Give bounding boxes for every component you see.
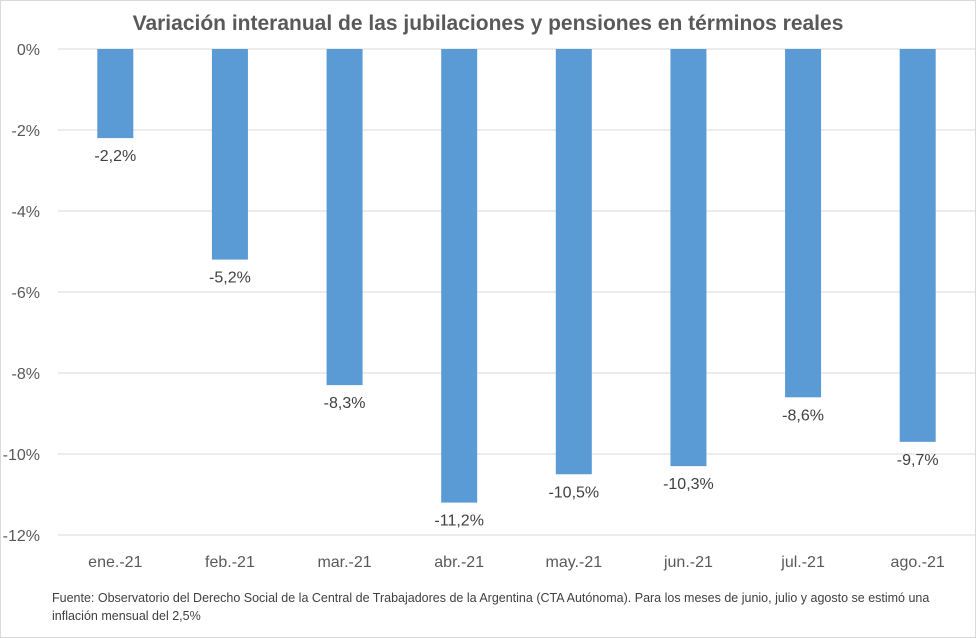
source-footnote: Fuente: Observatorio del Derecho Social …	[52, 591, 930, 623]
x-axis-ticks: ene.-21 feb.-21 mar.-21 abr.-21 may.-21 jun.-…	[88, 554, 945, 571]
bar	[97, 49, 134, 139]
bar	[211, 49, 248, 260]
data-label: -9,7%	[897, 452, 939, 469]
data-label: -8,3%	[324, 395, 366, 412]
data-label: -8,6%	[782, 407, 824, 424]
y-tick-label: -6%	[12, 285, 40, 302]
y-tick-label: -10%	[3, 447, 40, 464]
x-tick-label: abr.-21	[434, 554, 484, 571]
bar	[326, 49, 363, 386]
y-tick-label: -12%	[3, 528, 40, 545]
bar	[555, 49, 592, 475]
y-tick-label: -2%	[12, 123, 40, 140]
data-label: -11,2%	[434, 513, 484, 530]
y-tick-label: 0%	[17, 42, 40, 59]
bar	[441, 49, 478, 503]
bars	[97, 49, 936, 503]
x-tick-label: ene.-21	[88, 554, 142, 571]
chart-title: Variación interanual de las jubilaciones…	[132, 12, 844, 35]
y-tick-label: -8%	[12, 366, 40, 383]
data-labels: -2,2% -5,2% -8,3% -11,2% -10,5% -10,3% -8,6% -9…	[94, 148, 938, 529]
x-tick-label: feb.-21	[205, 554, 255, 571]
x-tick-label: mar.-21	[317, 554, 371, 571]
y-tick-label: -4%	[12, 204, 40, 221]
bar	[670, 49, 707, 467]
y-axis-ticks: 0% -2% -4% -6% -8% -10% -12%	[3, 42, 40, 545]
x-tick-label: ago.-21	[891, 554, 945, 571]
gridlines	[58, 48, 975, 536]
x-tick-label: jul.-21	[780, 554, 825, 571]
data-label: -10,3%	[663, 476, 714, 493]
x-tick-label: may.-21	[546, 554, 603, 571]
bar	[785, 49, 822, 398]
data-label: -5,2%	[209, 270, 251, 287]
data-label: -10,5%	[548, 484, 599, 501]
bar	[899, 49, 936, 442]
data-label: -2,2%	[94, 148, 136, 165]
x-tick-label: jun.-21	[663, 554, 713, 571]
